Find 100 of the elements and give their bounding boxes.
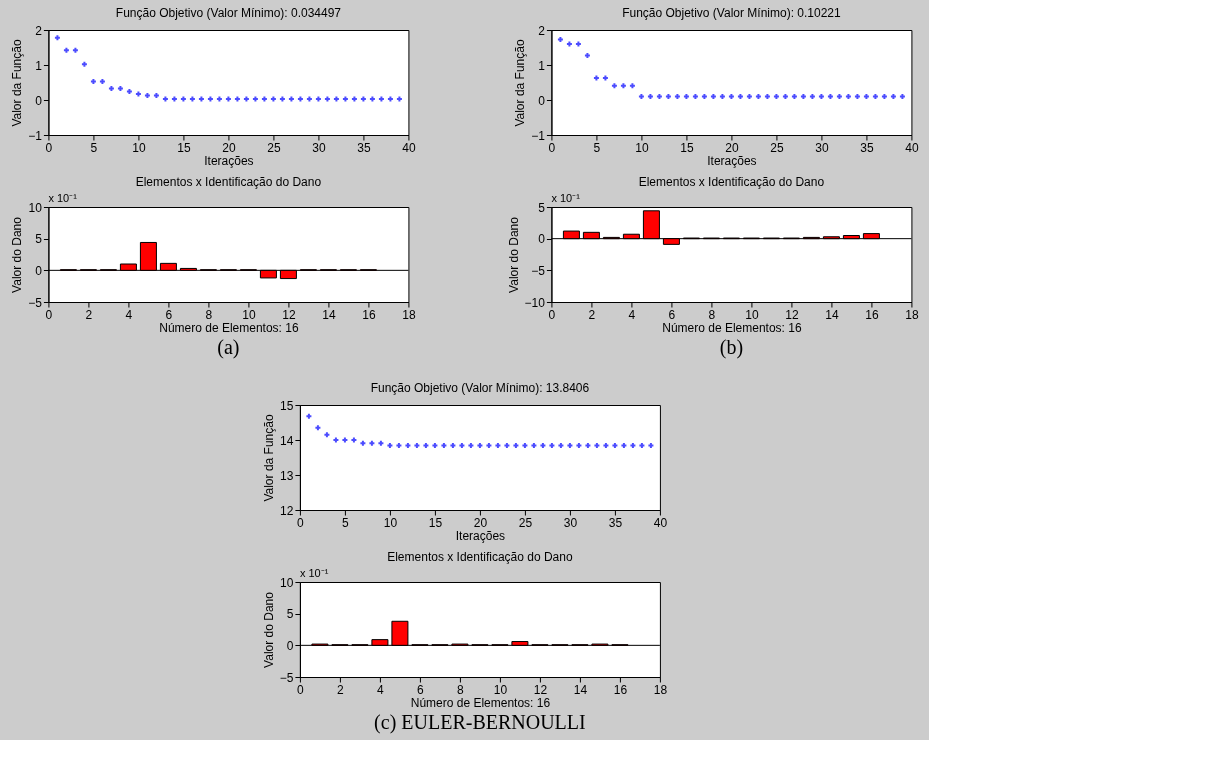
x-tick-label: 5 [342,515,350,530]
y-tick-label: 15 [280,398,294,413]
y-axis-title: Valor da Função [513,39,528,127]
y-tick-label: 2 [35,23,43,38]
y-tick-label: 12 [280,503,294,518]
x-tick-label: 18 [905,307,919,322]
x-tick-label: 4 [628,307,636,322]
chart-title: Elementos x Identificação do Dano [638,175,825,189]
x-tick-label: 15 [428,515,443,530]
x-tick-label: 20 [222,140,236,155]
x-tick-label: 6 [668,307,676,322]
chart-title: Elementos x Identificação do Dano [387,550,573,564]
x-axis-title: Número de Elementos: 16 [410,695,551,710]
y-tick-label: −1 [531,128,546,143]
x-axis-title: Iterações [204,153,254,168]
x-tick-label: 0 [297,515,305,530]
x-tick-label: 35 [608,515,623,530]
y-tick-label: 10 [280,575,294,590]
y-tick-label: 0 [538,232,546,247]
x-axis-title: Iterações [707,153,757,168]
x-tick-label: 10 [242,307,256,322]
x-axis-title: Número de Elementos: 16 [662,320,802,335]
x-tick-label: 40 [653,515,668,530]
x-tick-label: 16 [613,682,628,697]
x-tick-label: 0 [548,307,556,322]
chart-title: Função Objetivo (Valor Mínimo): 0.034497 [115,6,342,20]
y-tick-label: 0 [538,93,546,108]
y-tick-label: 0 [286,638,294,653]
x-tick-label: 6 [165,307,173,322]
chart-title: Função Objetivo (Valor Mínimo): 13.8406 [370,381,590,395]
x-tick-label: 16 [865,307,879,322]
y-tick-label: 5 [538,200,546,215]
x-tick-label: 30 [815,140,829,155]
text: (a) [217,336,240,359]
text: (c) EULER-BERNOULLI [374,711,586,734]
x-tick-label: 5 [90,140,98,155]
y-tick-label: 14 [280,433,294,448]
y-tick-label: −10 [524,295,546,310]
x-tick-label: 10 [635,140,649,155]
x-tick-label: 18 [402,307,416,322]
x-tick-label: 16 [362,307,376,322]
x-tick-label: 25 [267,140,281,155]
y-tick-label: 1 [538,58,546,73]
y-axis-title: Valor da Função [262,414,277,502]
x-tick-label: 8 [205,307,213,322]
x-tick-label: 10 [493,682,508,697]
x-tick-label: 4 [377,682,385,697]
x-tick-label: 0 [45,140,53,155]
text: x 10⁻¹ [48,192,78,204]
x-tick-label: 14 [573,682,588,697]
x-tick-label: 20 [725,140,739,155]
x-tick-label: 30 [312,140,326,155]
x-tick-label: 25 [518,515,533,530]
chart-title: Elementos x Identificação do Dano [135,175,322,189]
x-tick-label: 12 [785,307,799,322]
x-tick-label: 35 [860,140,874,155]
x-tick-label: 10 [132,140,146,155]
x-tick-label: 14 [825,307,839,322]
x-tick-label: 0 [548,140,556,155]
y-tick-label: 13 [280,468,294,483]
x-tick-label: 10 [745,307,759,322]
y-axis-title: Valor da Função [10,39,25,127]
x-tick-label: 20 [473,515,488,530]
y-axis-title: Valor do Dano [506,216,521,293]
x-tick-label: 15 [177,140,191,155]
x-tick-label: 25 [770,140,784,155]
y-tick-label: 5 [35,232,43,247]
y-tick-label: 1 [35,58,43,73]
x-tick-label: 14 [322,307,336,322]
chart-title: Função Objetivo (Valor Mínimo): 0.10221 [622,6,842,20]
x-tick-label: 30 [563,515,578,530]
y-tick-label: 2 [538,23,546,38]
y-tick-label: 10 [28,200,43,215]
y-tick-label: −5 [28,295,43,310]
x-tick-label: 35 [357,140,371,155]
text: x 10⁻¹ [299,567,329,579]
x-tick-label: 6 [417,682,425,697]
x-tick-label: 8 [708,307,716,322]
x-tick-label: 8 [457,682,465,697]
x-tick-label: 5 [593,140,601,155]
y-tick-label: −5 [531,263,546,278]
x-tick-label: 0 [45,307,53,322]
x-tick-label: 18 [653,682,668,697]
y-tick-label: −1 [28,128,43,143]
x-axis-title: Iterações [455,528,506,543]
x-tick-label: 0 [297,682,305,697]
y-axis-title: Valor do Dano [10,216,25,293]
x-tick-label: 10 [383,515,398,530]
x-tick-label: 4 [125,307,133,322]
x-tick-label: 2 [337,682,345,697]
x-tick-label: 40 [905,140,919,155]
y-axis-title: Valor do Dano [261,591,276,668]
text: x 10⁻¹ [551,192,581,204]
y-tick-label: −5 [279,670,294,685]
y-tick-label: 0 [35,263,43,278]
x-tick-label: 15 [680,140,694,155]
x-tick-label: 2 [85,307,93,322]
x-tick-label: 40 [402,140,416,155]
y-tick-label: 0 [35,93,43,108]
x-tick-label: 2 [588,307,596,322]
